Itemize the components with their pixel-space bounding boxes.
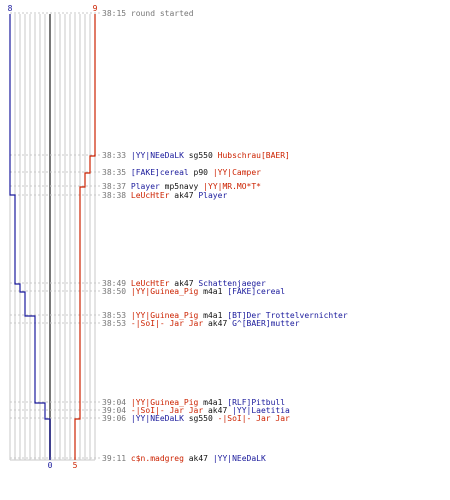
weapon-name: sg550	[183, 414, 218, 423]
weapon-name: m4a1	[198, 398, 228, 407]
player-name-blue: Schattenjaeger	[198, 279, 266, 288]
kill-event-line: 38:33 |YY|NEeDaLK sg550 Hubschrau[BAER]	[102, 151, 290, 160]
event-time: 39:04	[102, 406, 127, 415]
player-name-red: |YY|Camper	[212, 168, 261, 177]
red-team-line	[74, 14, 96, 460]
kill-event-line: 38:53 -|SoI|- Jar Jar ak47 G^[BAER]mutte…	[102, 319, 300, 328]
player-name-red: Hubschrau[BAER]	[217, 151, 290, 160]
kill-event-line: 39:04 |YY|Guinea_Pig m4a1 [RLF]Pitbull	[102, 398, 285, 407]
event-time: 38:53	[102, 311, 127, 320]
blue-start-score: 8	[8, 4, 13, 13]
player-name-red: |YY|Guinea_Pig	[130, 398, 199, 407]
weapon-name: ak47	[169, 279, 199, 288]
event-time: 38:37	[102, 182, 127, 191]
player-name-red: LeUcHtEr	[130, 191, 170, 200]
player-name-red: |YY|MR.MO*T*	[203, 182, 261, 191]
event-time: 38:53	[102, 319, 127, 328]
player-name-blue: [RLF]Pitbull	[227, 398, 286, 407]
weapon-name: m4a1	[198, 311, 228, 320]
player-name-red: -|SoI|- Jar Jar	[217, 414, 290, 423]
red-end-score: 5	[73, 461, 78, 470]
blue-end-score: 0	[48, 461, 53, 470]
player-name-blue: G^[BAER]mutter	[232, 319, 300, 328]
kill-event-line: 39:06 |YY|NEeDaLK sg550 -|SoI|- Jar Jar	[102, 414, 290, 423]
weapon-name: sg550	[183, 151, 218, 160]
player-name-blue: |YY|Laetitia	[232, 406, 290, 415]
weapon-name: ak47	[183, 454, 213, 463]
kill-event-line: 38:50 |YY|Guinea_Pig m4a1 [FAKE]cereal	[102, 287, 285, 296]
player-name-red: c$n.madgreg	[130, 454, 184, 463]
event-message: round started	[130, 9, 194, 18]
kill-event-line: 38:53 |YY|Guinea_Pig m4a1 [BT]Der Trotte…	[102, 311, 348, 320]
weapon-name: ak47	[203, 319, 233, 328]
player-name-red: -|SoI|- Jar Jar	[130, 406, 204, 415]
player-name-red: -|SoI|- Jar Jar	[130, 319, 204, 328]
player-name-blue: [BT]Der Trottelvernichter	[227, 311, 348, 320]
event-time: 39:11	[102, 454, 127, 463]
red-start-score: 9	[93, 4, 98, 13]
player-name-blue: Player	[198, 191, 228, 200]
event-time: 38:38	[102, 191, 127, 200]
event-time: 38:33	[102, 151, 127, 160]
kill-event-line: 38:49 LeUcHtEr ak47 Schattenjaeger	[102, 279, 266, 288]
kill-event-line: 38:35 [FAKE]cereal p90 |YY|Camper	[102, 168, 261, 177]
player-name-red: |YY|Guinea_Pig	[130, 287, 199, 296]
player-name-red: |YY|Guinea_Pig	[130, 311, 199, 320]
kill-event-line: 38:37 Player mp5navy |YY|MR.MO*T*	[102, 182, 261, 191]
event-time: 39:06	[102, 414, 127, 423]
weapon-name: ak47	[169, 191, 199, 200]
event-time: 38:49	[102, 279, 127, 288]
weapon-name: mp5navy	[159, 182, 204, 191]
weapon-name: ak47	[203, 406, 233, 415]
event-time: 38:35	[102, 168, 127, 177]
round-start-line: 38:15 round started	[102, 9, 194, 18]
player-name-blue: [FAKE]cereal	[227, 287, 286, 296]
kill-event-line: 39:04 -|SoI|- Jar Jar ak47 |YY|Laetitia	[102, 406, 290, 415]
blue-team-line	[9, 14, 51, 460]
player-name-red: LeUcHtEr	[130, 279, 170, 288]
weapon-name: p90	[188, 168, 213, 177]
player-name-blue: |YY|NEeDaLK	[130, 151, 184, 160]
weapon-name: m4a1	[198, 287, 228, 296]
player-name-blue: |YY|NEeDaLK	[212, 454, 266, 463]
player-name-blue: Player	[130, 182, 160, 191]
player-name-blue: |YY|NEeDaLK	[130, 414, 184, 423]
kill-event-line: 38:38 LeUcHtEr ak47 Player	[102, 191, 227, 200]
kill-event-line: 39:11 c$n.madgreg ak47 |YY|NEeDaLK	[102, 454, 266, 463]
player-name-blue: [FAKE]cereal	[130, 168, 189, 177]
event-time: 38:15	[102, 9, 127, 18]
event-time: 39:04	[102, 398, 127, 407]
event-time: 38:50	[102, 287, 127, 296]
